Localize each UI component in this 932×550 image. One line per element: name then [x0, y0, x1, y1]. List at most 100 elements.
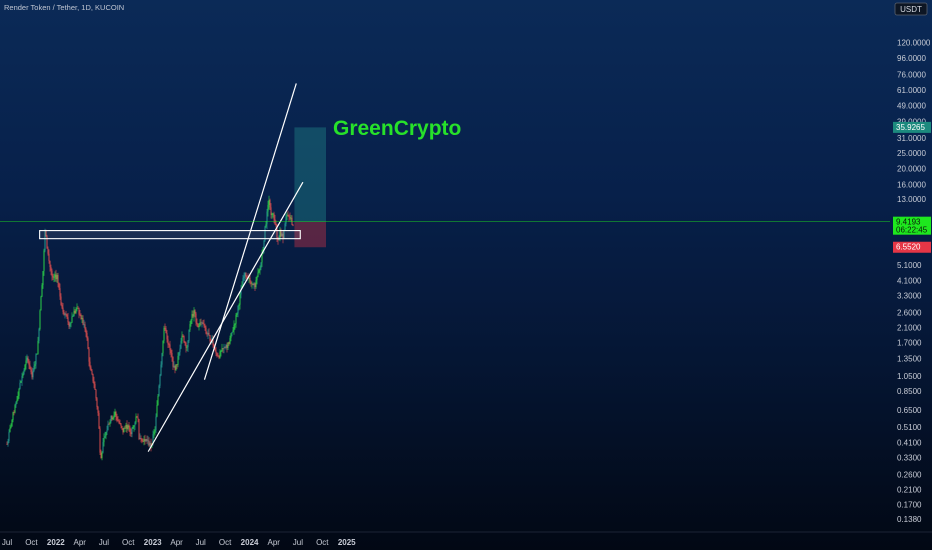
- candle-body: [265, 224, 267, 227]
- candle-body: [170, 350, 172, 354]
- candle-body: [48, 253, 50, 262]
- candle-body: [161, 353, 163, 365]
- candle-body: [123, 428, 125, 433]
- x-tick-label: Jul: [2, 538, 12, 547]
- candle-body: [232, 330, 234, 332]
- candle-body: [49, 261, 51, 267]
- candle-body: [136, 416, 138, 418]
- candle-body: [192, 314, 194, 317]
- candle-body: [259, 268, 261, 271]
- x-tick-label: 2024: [241, 538, 259, 547]
- candle-body: [29, 365, 31, 370]
- candle-body: [230, 333, 232, 339]
- candle-body: [39, 310, 41, 330]
- candle-body: [150, 443, 152, 447]
- candle-body: [222, 348, 224, 349]
- candle-body: [87, 338, 89, 349]
- candle-body: [261, 253, 263, 263]
- candle-body: [267, 205, 269, 212]
- candle-body: [256, 276, 258, 281]
- candle-body: [67, 317, 69, 323]
- candle-body: [197, 323, 199, 327]
- candle-body: [61, 304, 63, 308]
- x-tick-label: Jul: [293, 538, 303, 547]
- candle-body: [166, 333, 168, 340]
- candle-body: [175, 364, 177, 370]
- candle-body: [124, 428, 126, 429]
- candle-body: [140, 438, 142, 440]
- candle-body: [34, 364, 36, 366]
- candle-body: [207, 332, 209, 335]
- y-tick-label: 0.3300: [897, 454, 922, 463]
- x-tick-label: Jul: [99, 538, 109, 547]
- candle-body: [53, 277, 55, 279]
- candle-body: [214, 347, 216, 351]
- y-tick-label: 76.0000: [897, 71, 926, 80]
- candle-body: [157, 395, 159, 406]
- candle-body: [17, 395, 19, 400]
- candle-body: [137, 417, 139, 419]
- candle-body: [246, 276, 248, 278]
- candle-body: [217, 355, 219, 357]
- lower-trendline: [147, 181, 304, 452]
- candle-body: [102, 442, 104, 453]
- candle-body: [41, 285, 43, 297]
- candle-body: [186, 347, 188, 348]
- candle-body: [206, 333, 208, 335]
- x-tick-label: Oct: [122, 538, 135, 547]
- candle-body: [279, 229, 281, 238]
- candle-body: [132, 426, 134, 429]
- y-tick-label: 0.2600: [897, 471, 922, 480]
- currency-badge-box[interactable]: [894, 2, 928, 16]
- candle-body: [194, 310, 196, 314]
- candle-body: [99, 428, 101, 453]
- candle-body: [266, 211, 268, 225]
- candle-body: [292, 224, 294, 226]
- candle-body: [131, 428, 133, 435]
- candle-body: [285, 216, 287, 224]
- chart-title: Render Token / Tether, 1D, KUCOIN: [4, 3, 124, 12]
- candle-body: [160, 364, 162, 376]
- candle-body: [47, 248, 49, 254]
- candle-body: [218, 355, 220, 358]
- candle-body: [93, 381, 95, 385]
- candle-body: [250, 281, 252, 284]
- candle-body: [281, 233, 283, 237]
- candle-body: [108, 424, 110, 425]
- candle-body: [58, 282, 60, 289]
- candle-body: [133, 425, 135, 427]
- candle-body: [101, 452, 103, 459]
- candle-body: [68, 322, 70, 327]
- x-tick-label: 2022: [47, 538, 65, 547]
- target-price-badge-box: [893, 121, 931, 133]
- candle-body: [290, 217, 292, 219]
- y-axis[interactable]: 120.000096.000076.000061.000049.000039.0…: [890, 0, 932, 550]
- candle-body: [147, 440, 149, 442]
- candle-body: [187, 340, 189, 348]
- candle-body: [255, 280, 257, 288]
- candle-body: [27, 357, 29, 363]
- y-tick-label: 5.1000: [897, 261, 922, 270]
- candle-body: [72, 316, 74, 317]
- candle-body: [11, 420, 13, 427]
- candle-body: [245, 273, 247, 277]
- candle-body: [213, 344, 215, 348]
- resistance-zone-box: [39, 230, 301, 240]
- candle-body: [119, 422, 121, 424]
- candle-body: [42, 271, 44, 286]
- y-tick-label: 31.0000: [897, 134, 926, 143]
- candle-body: [238, 304, 240, 306]
- candle-body: [248, 277, 250, 279]
- y-tick-label: 0.2100: [897, 486, 922, 495]
- currency-badge[interactable]: USDT: [894, 2, 928, 16]
- candle-body: [85, 329, 87, 334]
- candle-body: [35, 354, 37, 365]
- current-price-badge-text: 9.4193: [896, 218, 921, 227]
- candle-body: [288, 215, 290, 217]
- candle-body: [64, 313, 66, 315]
- candle-body: [185, 342, 187, 348]
- x-axis[interactable]: Jul Oct 2022 Apr Jul Oct 2023 Apr Jul Oct 2024 Apr J…: [0, 531, 932, 547]
- y-tick-label: 0.8500: [897, 387, 922, 396]
- candle-body: [145, 439, 147, 442]
